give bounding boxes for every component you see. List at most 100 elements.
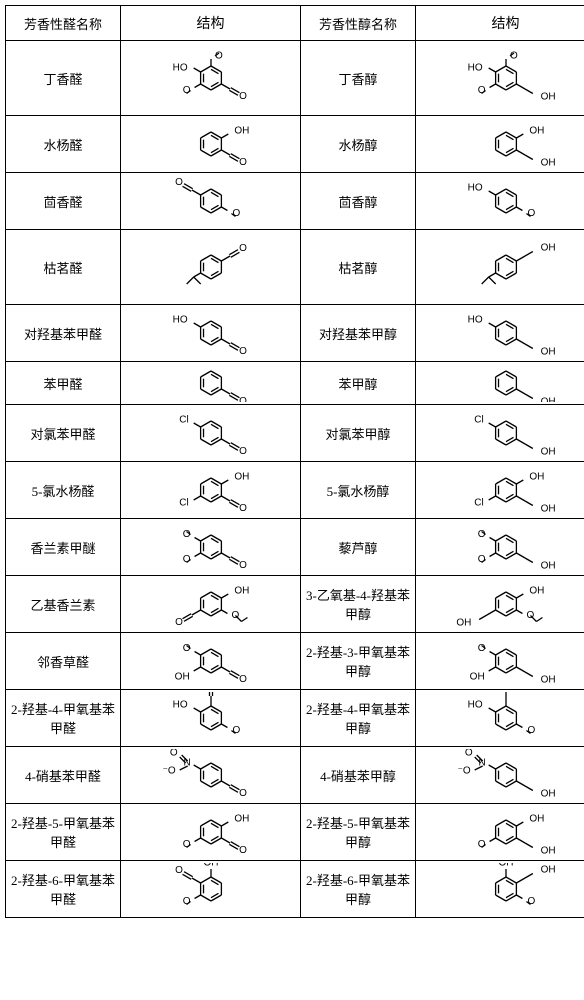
header-row: 芳香性醛名称 结构 芳香性醇名称 结构 <box>6 6 584 41</box>
svg-text:OH: OH <box>540 447 555 458</box>
alcohol-structure: HOOOOH <box>416 41 584 116</box>
svg-text:OH: OH <box>469 672 484 683</box>
svg-text:O: O <box>239 788 247 799</box>
table-row: 2-羟基-4-甲氧基苯甲醛 HO O O 2-羟基-4-甲氧基苯甲醇HOOOH <box>6 690 584 747</box>
table-row: 茴香醛OO茴香醇HOO <box>6 173 584 230</box>
svg-text:OH: OH <box>540 789 555 800</box>
svg-text:O: O <box>527 725 535 736</box>
svg-text:O: O <box>510 51 518 62</box>
aldehyde-structure: OHOO <box>121 804 301 861</box>
svg-text:HO: HO <box>467 63 482 74</box>
aldehyde-structure: ClO <box>121 405 301 462</box>
svg-text:⁻O: ⁻O <box>162 766 175 777</box>
svg-text:OH: OH <box>529 126 544 137</box>
alcohol-name: 枯茗醇 <box>301 230 416 305</box>
svg-text:HO: HO <box>172 700 187 711</box>
alcohol-name: 2-羟基-3-甲氧基苯甲醇 <box>301 633 416 690</box>
svg-text:OH: OH <box>540 504 555 515</box>
svg-text:Cl: Cl <box>474 498 483 509</box>
svg-text:⁻O: ⁻O <box>457 766 470 777</box>
aldehyde-name: 2-羟基-6-甲氧基苯甲醛 <box>6 861 121 918</box>
alcohol-name: 3-乙氧基-4-羟基苯甲醇 <box>301 576 416 633</box>
svg-text:OH: OH <box>540 865 555 876</box>
alcohol-structure: HO OH <box>416 305 584 362</box>
svg-text:OH: OH <box>234 126 249 137</box>
table-row: 5-氯水杨醛OHClO5-氯水杨醇OHClOH <box>6 462 584 519</box>
alcohol-structure: OH OH <box>416 116 584 173</box>
table-row: 对氯苯甲醛ClO对氯苯甲醇ClOH <box>6 405 584 462</box>
aldehyde-structure: HOOO <box>121 690 301 747</box>
alcohol-structure: OHOOH <box>416 804 584 861</box>
aldehyde-name: 乙基香兰素 <box>6 576 121 633</box>
aldehyde-name: 枯茗醛 <box>6 230 121 305</box>
aldehyde-name: 茴香醛 <box>6 173 121 230</box>
svg-text:O: O <box>527 896 535 907</box>
svg-text:O: O <box>232 208 240 219</box>
svg-text:O: O <box>215 51 223 62</box>
table-row: 香兰素甲醚OOO藜芦醇OOOH <box>6 519 584 576</box>
svg-text:OH: OH <box>529 472 544 483</box>
alcohol-structure: OHOOH <box>416 576 584 633</box>
svg-text:OH: OH <box>540 846 555 857</box>
svg-text:OH: OH <box>540 92 555 103</box>
svg-text:O: O <box>239 446 247 457</box>
svg-text:OH: OH <box>456 618 471 629</box>
aldehyde-structure: NO⁻OO <box>121 747 301 804</box>
table-row: 丁香醛HOOOO丁香醇HOOOOH <box>6 41 584 116</box>
table-row: 邻香草醛OOHO2-羟基-3-甲氧基苯甲醇OOHOH <box>6 633 584 690</box>
aldehyde-structure: OHOO <box>121 861 301 918</box>
header-alcohol-name: 芳香性醇名称 <box>301 6 416 41</box>
aldehyde-name: 2-羟基-5-甲氧基苯甲醛 <box>6 804 121 861</box>
header-aldehyde-structure: 结构 <box>121 6 301 41</box>
compound-table: 芳香性醛名称 结构 芳香性醇名称 结构 丁香醛HOOOO丁香醇HOOOOH水杨醛… <box>5 5 584 918</box>
aldehyde-structure: O <box>121 362 301 405</box>
table-row: 水杨醛OHO水杨醇OHOH <box>6 116 584 173</box>
table-row: 2-羟基-5-甲氧基苯甲醛OHOO2-羟基-5-甲氧基苯甲醇OHOOH <box>6 804 584 861</box>
alcohol-name: 4-硝基苯甲醇 <box>301 747 416 804</box>
svg-text:O: O <box>239 91 247 102</box>
table-row: 2-羟基-6-甲氧基苯甲醛OHOO2-羟基-6-甲氧基苯甲醇OHOOH <box>6 861 584 918</box>
svg-text:O: O <box>239 503 247 514</box>
alcohol-name: 2-羟基-4-甲氧基苯甲醇 <box>301 690 416 747</box>
svg-text:OH: OH <box>174 672 189 683</box>
aldehyde-name: 苯甲醛 <box>6 362 121 405</box>
aldehyde-structure: O <box>121 230 301 305</box>
alcohol-structure: OH Cl OH <box>416 462 584 519</box>
svg-text:OH: OH <box>234 472 249 483</box>
alcohol-structure: OOHOH <box>416 633 584 690</box>
svg-text:Cl: Cl <box>474 415 483 426</box>
table-body: 丁香醛HOOOO丁香醇HOOOOH水杨醛OHO水杨醇OHOH茴香醛OO茴香醇HO… <box>6 41 584 918</box>
table-row: 枯茗醛O枯茗醇OH <box>6 230 584 305</box>
table-row: 对羟基苯甲醛HOO对羟基苯甲醇HOOH <box>6 305 584 362</box>
aldehyde-name: 2-羟基-4-甲氧基苯甲醛 <box>6 690 121 747</box>
aldehyde-name: 丁香醛 <box>6 41 121 116</box>
alcohol-name: 藜芦醇 <box>301 519 416 576</box>
svg-text:O: O <box>239 157 247 168</box>
aldehyde-structure: HOO <box>121 305 301 362</box>
aldehyde-name: 香兰素甲醚 <box>6 519 121 576</box>
svg-text:OH: OH <box>234 814 249 825</box>
svg-text:OH: OH <box>540 561 555 572</box>
svg-text:O: O <box>526 610 534 621</box>
svg-text:HO: HO <box>467 315 482 326</box>
alcohol-structure: OH <box>416 230 584 305</box>
svg-text:OH: OH <box>234 586 249 597</box>
svg-text:O: O <box>232 725 240 736</box>
aldehyde-name: 邻香草醛 <box>6 633 121 690</box>
svg-text:O: O <box>175 617 183 628</box>
alcohol-name: 对氯苯甲醇 <box>301 405 416 462</box>
svg-text:OH: OH <box>498 863 513 869</box>
svg-text:OH: OH <box>540 158 555 169</box>
svg-text:O: O <box>175 177 183 188</box>
svg-text:OH: OH <box>540 397 555 403</box>
alcohol-structure: HOOOH <box>416 690 584 747</box>
table-row: 苯甲醛O苯甲醇OH <box>6 362 584 405</box>
alcohol-name: 丁香醇 <box>301 41 416 116</box>
svg-text:O: O <box>169 749 177 759</box>
svg-text:OH: OH <box>529 814 544 825</box>
alcohol-name: 茴香醇 <box>301 173 416 230</box>
svg-text:HO: HO <box>172 315 187 326</box>
svg-text:OH: OH <box>540 347 555 358</box>
table-row: 4-硝基苯甲醛NO⁻OO4-硝基苯甲醇NO⁻OOH <box>6 747 584 804</box>
svg-text:O: O <box>527 208 535 219</box>
